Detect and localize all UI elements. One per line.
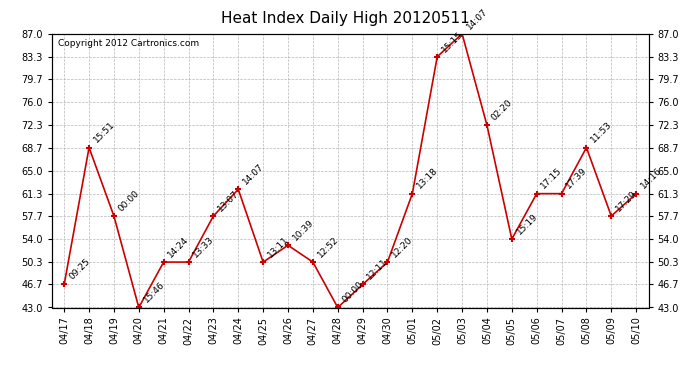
Text: 12:11: 12:11 (366, 257, 390, 282)
Text: Heat Index Daily High 20120511: Heat Index Daily High 20120511 (221, 11, 469, 26)
Text: 13:33: 13:33 (191, 235, 216, 259)
Text: 15:51: 15:51 (92, 120, 117, 145)
Text: 00:00: 00:00 (117, 189, 141, 213)
Text: 17:15: 17:15 (540, 166, 564, 191)
Text: 13:07: 13:07 (216, 189, 241, 213)
Text: 10:39: 10:39 (290, 218, 315, 243)
Text: 17:29: 17:29 (614, 189, 639, 213)
Text: 14:16: 14:16 (639, 166, 664, 191)
Text: 00:00: 00:00 (341, 280, 365, 305)
Text: 11:53: 11:53 (589, 120, 614, 145)
Text: 15:15: 15:15 (440, 29, 464, 54)
Text: 14:07: 14:07 (465, 6, 489, 31)
Text: 02:20: 02:20 (490, 98, 514, 122)
Text: 12:52: 12:52 (315, 235, 340, 259)
Text: 12:20: 12:20 (391, 235, 415, 259)
Text: 14:07: 14:07 (241, 162, 266, 186)
Text: Copyright 2012 Cartronics.com: Copyright 2012 Cartronics.com (58, 39, 199, 48)
Text: 15:46: 15:46 (141, 280, 166, 305)
Text: 09:25: 09:25 (67, 257, 92, 282)
Text: 13:11: 13:11 (266, 235, 290, 259)
Text: 15:19: 15:19 (515, 211, 540, 236)
Text: 13:18: 13:18 (415, 166, 440, 191)
Text: 17:39: 17:39 (564, 166, 589, 191)
Text: 14:24: 14:24 (166, 235, 191, 259)
